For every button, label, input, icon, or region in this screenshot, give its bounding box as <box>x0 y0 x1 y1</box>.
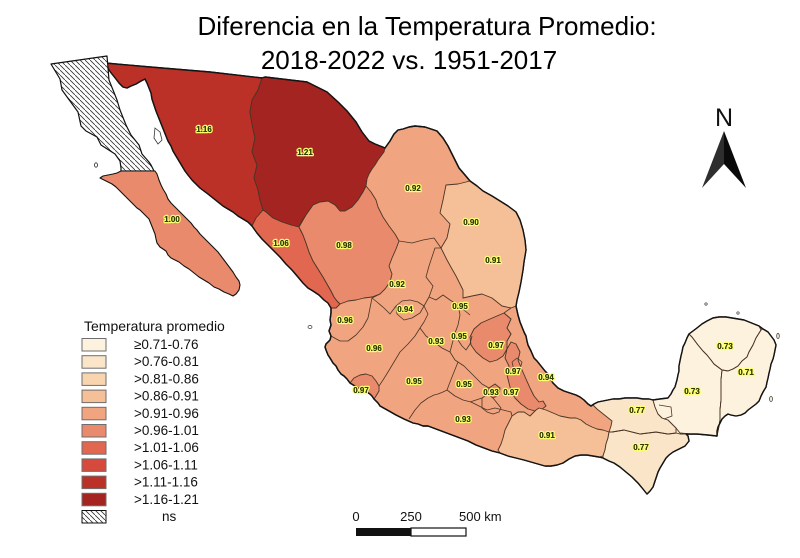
svg-text:>0.76-0.81: >0.76-0.81 <box>134 354 199 369</box>
svg-text:0.95: 0.95 <box>452 302 468 311</box>
svg-text:0.93: 0.93 <box>455 415 471 424</box>
svg-text:>1.01-1.06: >1.01-1.06 <box>134 440 199 455</box>
svg-text:≥0.71-0.76: ≥0.71-0.76 <box>134 337 198 352</box>
svg-text:1.06: 1.06 <box>273 239 289 248</box>
svg-text:1.16: 1.16 <box>196 125 212 134</box>
svg-text:1.21: 1.21 <box>297 148 313 157</box>
svg-text:0.93: 0.93 <box>483 388 499 397</box>
svg-text:>1.16-1.21: >1.16-1.21 <box>134 492 199 507</box>
svg-text:ns: ns <box>162 509 177 524</box>
svg-text:1.16: 1.16 <box>196 125 212 134</box>
svg-text:0.97: 0.97 <box>488 341 504 350</box>
svg-text:0.94: 0.94 <box>538 373 554 382</box>
svg-text:0.97: 0.97 <box>505 367 521 376</box>
svg-text:0.73: 0.73 <box>684 387 700 396</box>
svg-text:0.91: 0.91 <box>539 431 555 440</box>
svg-text:0.97: 0.97 <box>353 386 369 395</box>
svg-text:0.96: 0.96 <box>366 344 382 353</box>
svg-text:0.95: 0.95 <box>456 380 472 389</box>
svg-text:0.98: 0.98 <box>336 241 352 250</box>
svg-text:0.95: 0.95 <box>406 377 422 386</box>
svg-text:0.92: 0.92 <box>405 184 421 193</box>
svg-text:0.77: 0.77 <box>633 443 649 452</box>
svg-text:0.97: 0.97 <box>503 388 519 397</box>
svg-text:0.77: 0.77 <box>629 406 645 415</box>
svg-text:0.94: 0.94 <box>397 305 413 314</box>
svg-text:0.97: 0.97 <box>353 386 369 395</box>
svg-text:0.73: 0.73 <box>717 342 733 351</box>
svg-text:0.92: 0.92 <box>389 280 405 289</box>
svg-text:0.93: 0.93 <box>455 415 471 424</box>
svg-text:0.96: 0.96 <box>337 316 353 325</box>
svg-text:0.97: 0.97 <box>503 388 519 397</box>
svg-text:>0.81-0.86: >0.81-0.86 <box>134 371 199 386</box>
svg-text:0: 0 <box>352 509 359 524</box>
svg-text:>0.86-0.91: >0.86-0.91 <box>134 389 199 404</box>
svg-text:0.93: 0.93 <box>428 337 444 346</box>
svg-text:>1.11-1.16: >1.11-1.16 <box>134 475 198 490</box>
svg-text:0.92: 0.92 <box>389 280 405 289</box>
svg-text:0.71: 0.71 <box>738 368 754 377</box>
svg-text:0.95: 0.95 <box>451 332 467 341</box>
svg-text:1.00: 1.00 <box>164 215 180 224</box>
svg-text:0.95: 0.95 <box>456 380 472 389</box>
svg-text:0.73: 0.73 <box>717 342 733 351</box>
svg-text:1.00: 1.00 <box>164 215 180 224</box>
svg-text:1.06: 1.06 <box>273 239 289 248</box>
svg-text:0.95: 0.95 <box>452 302 468 311</box>
svg-text:0.91: 0.91 <box>539 431 555 440</box>
svg-text:>0.96-1.01: >0.96-1.01 <box>134 423 199 438</box>
svg-text:0.90: 0.90 <box>463 218 479 227</box>
svg-text:0.71: 0.71 <box>738 368 754 377</box>
svg-text:0.93: 0.93 <box>428 337 444 346</box>
svg-text:0.96: 0.96 <box>337 316 353 325</box>
svg-text:0.95: 0.95 <box>406 377 422 386</box>
svg-text:250: 250 <box>400 509 422 524</box>
svg-text:1.21: 1.21 <box>297 148 313 157</box>
svg-text:0.73: 0.73 <box>684 387 700 396</box>
svg-text:0.94: 0.94 <box>397 305 413 314</box>
svg-text:0.91: 0.91 <box>485 256 501 265</box>
svg-text:Temperatura promedio: Temperatura promedio <box>84 318 225 334</box>
svg-text:0.97: 0.97 <box>488 341 504 350</box>
svg-text:500 km: 500 km <box>459 509 502 524</box>
svg-text:0.93: 0.93 <box>483 388 499 397</box>
svg-text:N: N <box>715 104 733 132</box>
svg-text:0.98: 0.98 <box>336 241 352 250</box>
svg-text:0.91: 0.91 <box>485 256 501 265</box>
svg-text:0.77: 0.77 <box>629 406 645 415</box>
svg-text:>1.06-1.11: >1.06-1.11 <box>134 457 198 472</box>
svg-text:0.97: 0.97 <box>505 367 521 376</box>
svg-text:0.95: 0.95 <box>451 332 467 341</box>
svg-text:0.96: 0.96 <box>366 344 382 353</box>
svg-text:>0.91-0.96: >0.91-0.96 <box>134 406 199 421</box>
svg-text:0.94: 0.94 <box>538 373 554 382</box>
svg-text:0.77: 0.77 <box>633 443 649 452</box>
svg-text:0.90: 0.90 <box>463 218 479 227</box>
svg-text:0.92: 0.92 <box>405 184 421 193</box>
